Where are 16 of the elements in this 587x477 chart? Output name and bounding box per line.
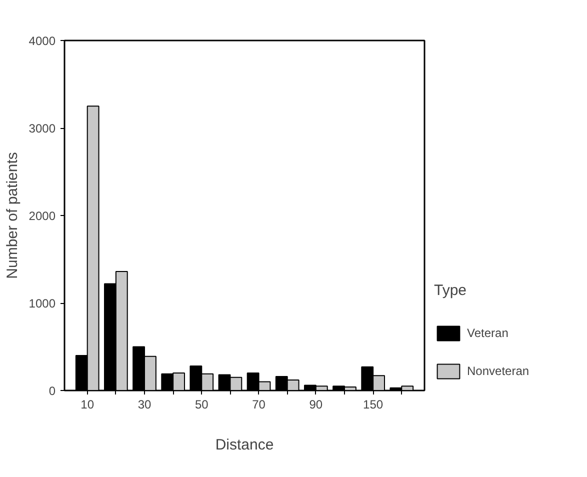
x-axis-title: Distance [215, 436, 274, 454]
x-tick-label: 30 [138, 398, 152, 412]
y-tick-label: 0 [48, 384, 56, 398]
legend-title: Type [434, 282, 468, 299]
y-axis-title: Number of patients [4, 152, 21, 279]
x-tick-label: 150 [363, 398, 384, 412]
x-tick-label: 90 [309, 398, 323, 412]
x-tick-label: 50 [194, 398, 209, 412]
y-tick-label: 3000 [28, 122, 56, 136]
legend-label: Nonveteran [467, 364, 530, 378]
y-tick-label: 1000 [28, 296, 56, 310]
y-tick-label: 4000 [28, 34, 56, 48]
x-tick-label: 70 [252, 398, 266, 412]
y-tick-label: 2000 [28, 209, 56, 223]
legend-label: Veteran [467, 326, 508, 340]
x-tick-label: 10 [80, 398, 94, 412]
